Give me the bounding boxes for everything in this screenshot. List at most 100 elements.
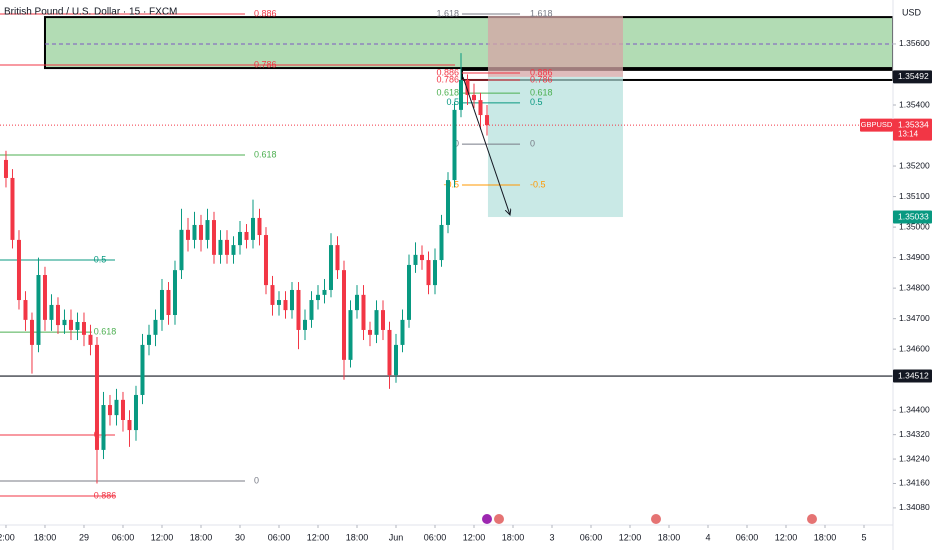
event-icon[interactable] [494, 514, 504, 524]
candle-body [36, 275, 41, 345]
x-tick-label: 06:00 [736, 532, 759, 542]
candle-body [120, 399, 125, 420]
fib-label: 0.618 [530, 87, 553, 97]
fib-label: 0 [254, 475, 259, 485]
x-tick-label: 30 [235, 532, 245, 542]
price-countdown: 13:14 [898, 129, 919, 138]
zone [43, 16, 895, 70]
price-badge-label: 1.35334 [898, 119, 929, 129]
arrow [462, 76, 510, 215]
fib-label: 1.618 [436, 8, 459, 18]
fib-label: -0.5 [530, 179, 546, 189]
price-axis-panel [893, 0, 932, 550]
candle-body [159, 289, 164, 320]
candle-body [283, 300, 288, 311]
candle-body [75, 322, 80, 330]
x-tick-label: 12:00 [151, 532, 174, 542]
fib-label: 0.786 [254, 59, 277, 69]
candle-body [94, 344, 99, 450]
candle-body [166, 289, 171, 315]
candle-body [198, 224, 203, 240]
price-badge-label: 1.35492 [898, 71, 929, 81]
y-tick-label: 1.35200 [899, 160, 930, 170]
candle-body [471, 94, 476, 101]
candle-body [400, 319, 405, 345]
x-tick-label: 2:00 [0, 532, 15, 542]
fib-label: 0.786 [436, 74, 459, 84]
candle-body [10, 177, 15, 240]
x-tick-label: 18:00 [502, 532, 525, 542]
x-tick-label: 29 [79, 532, 89, 542]
candle-body [244, 231, 249, 240]
candle-body [465, 79, 470, 95]
candle-body [387, 329, 392, 376]
fib-label: 0 [530, 138, 535, 148]
price-badge-label: 1.35033 [898, 211, 929, 221]
candle-body [49, 304, 54, 320]
candle-body [328, 245, 333, 290]
candle-body [484, 115, 489, 126]
y-tick-label: 1.35100 [899, 191, 930, 201]
fib-label: 0.618 [436, 87, 459, 97]
candle-body [3, 159, 8, 178]
candle-body [419, 254, 424, 261]
y-tick-label: 1.34240 [899, 453, 930, 463]
fib-label: 0.886 [436, 67, 459, 77]
candle-body [237, 231, 242, 246]
x-tick-label: 06:00 [580, 532, 603, 542]
candle-body [231, 245, 236, 255]
candle-body [107, 405, 112, 416]
y-tick-label: 1.35000 [899, 221, 930, 231]
x-tick-label: 06:00 [424, 532, 447, 542]
fib-label: 1.618 [530, 8, 553, 18]
event-icon[interactable] [482, 514, 492, 524]
currency-label: USD [902, 7, 922, 17]
candle-body [133, 394, 138, 431]
candle-body [348, 310, 353, 360]
candle-body [42, 275, 47, 320]
y-tick-label: 1.34160 [899, 478, 930, 488]
x-tick-label: 18:00 [346, 532, 369, 542]
event-icon[interactable] [651, 514, 661, 524]
candle-body [289, 289, 294, 311]
candle-body [257, 217, 262, 236]
x-tick-label: 18:00 [34, 532, 57, 542]
fib-label: 0.618 [94, 326, 117, 336]
candle-body [426, 260, 431, 286]
y-tick-label: 1.35400 [899, 99, 930, 109]
y-tick-label: 1.34320 [899, 429, 930, 439]
candle-body [192, 224, 197, 240]
candle-body [146, 334, 151, 345]
candle-body [127, 420, 132, 431]
event-icon[interactable] [807, 514, 817, 524]
candle-body [406, 264, 411, 320]
chart-title: British Pound / U.S. Dollar · 15 · FXCM [4, 7, 177, 18]
candle-body [224, 239, 229, 255]
candle-body [367, 329, 372, 335]
price-badge-label: 1.34512 [898, 370, 929, 380]
stop-zone [487, 15, 623, 77]
candle-body [29, 319, 34, 345]
candle-body [250, 217, 255, 240]
x-tick-label: 06:00 [112, 532, 135, 542]
candle-body [380, 310, 385, 330]
candle-body [439, 224, 444, 261]
price-badge [893, 118, 932, 141]
candle-body [179, 229, 184, 271]
candle-body [140, 344, 145, 395]
x-tick-label: 4 [705, 532, 710, 542]
candle-body [354, 294, 359, 311]
fib-label: 0.886 [530, 67, 553, 77]
fib-label: -0.5 [443, 179, 459, 189]
candle-body [62, 319, 67, 326]
candle-body [432, 260, 437, 286]
candle-body [452, 109, 457, 181]
price-badge [893, 210, 932, 224]
fib-label: 0.5 [446, 97, 459, 107]
fib-label: 0.886 [254, 8, 277, 18]
candle-body [270, 285, 275, 305]
candle-body [263, 235, 268, 286]
candle-body [88, 334, 93, 345]
